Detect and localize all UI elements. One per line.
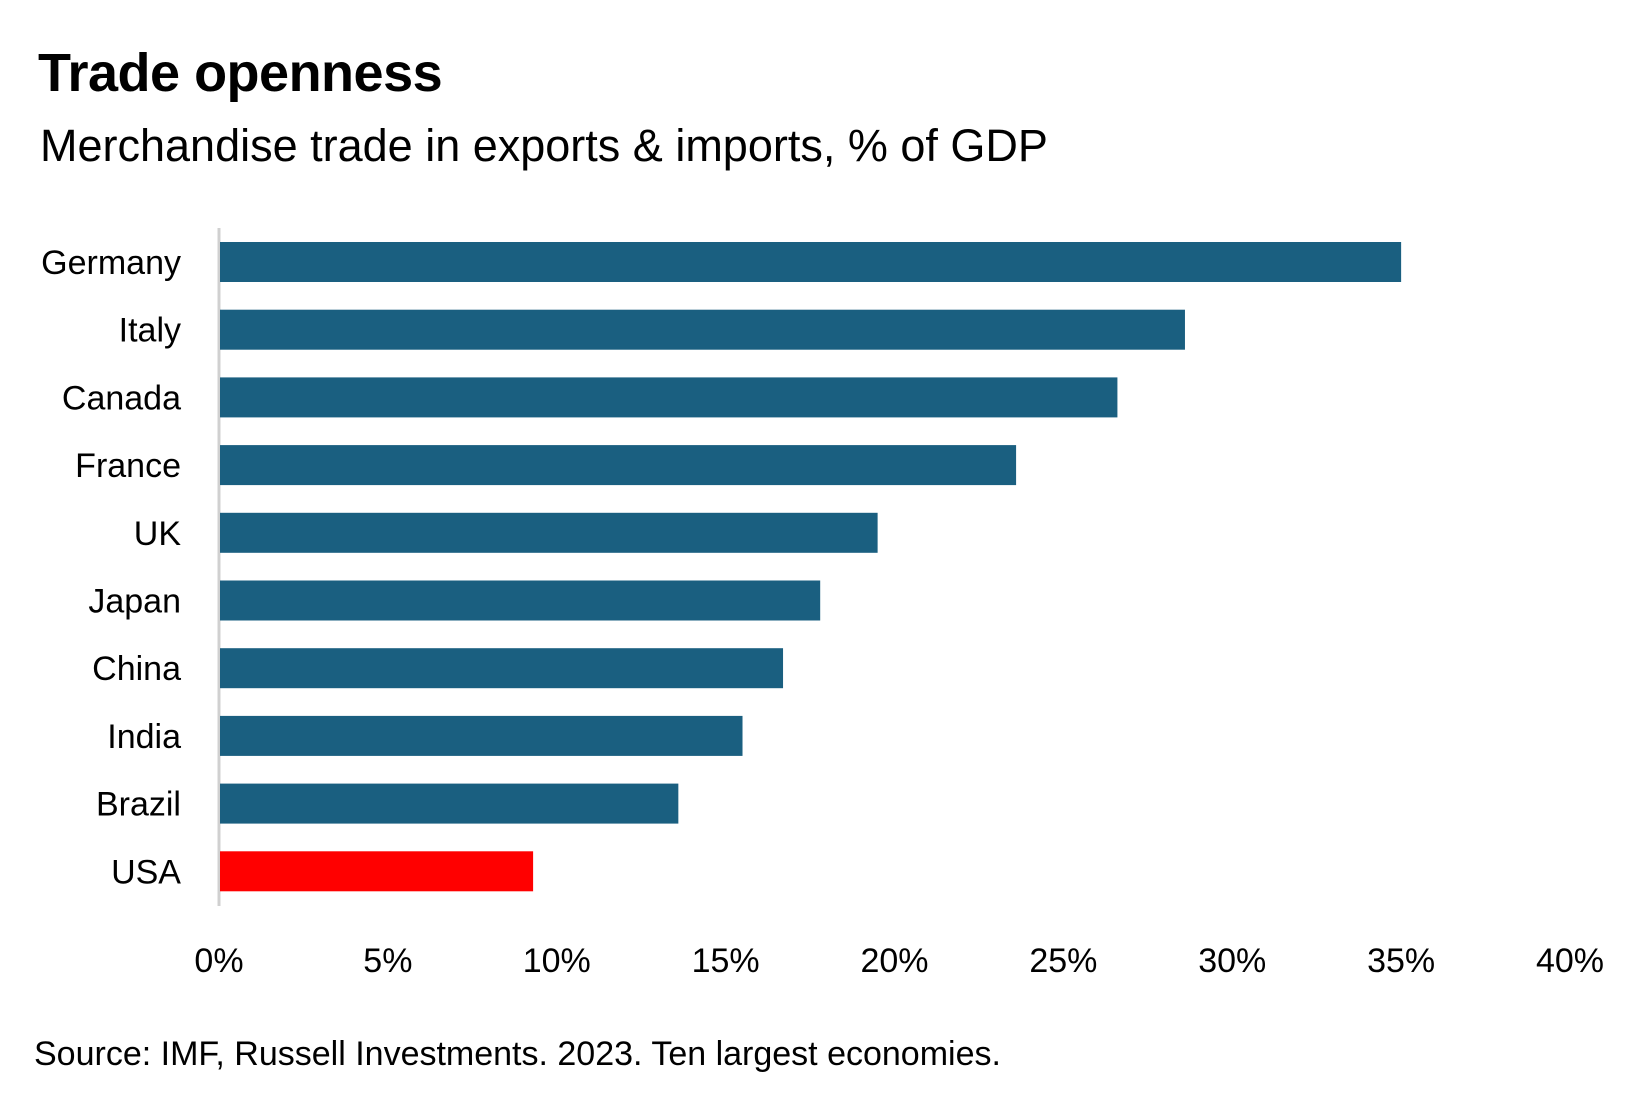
x-tick-label: 40% [1536, 942, 1604, 980]
category-label: UK [134, 515, 182, 553]
x-tick-label: 15% [692, 942, 760, 980]
x-tick-label: 25% [1029, 942, 1097, 980]
category-label: France [75, 447, 181, 485]
x-tick-label: 30% [1198, 942, 1266, 980]
x-tick-label: 35% [1367, 942, 1435, 980]
category-label: Brazil [96, 786, 181, 824]
bar-india [220, 715, 743, 756]
x-tick-label: 0% [194, 942, 243, 980]
category-label: Italy [119, 312, 181, 350]
x-tick-label: 10% [523, 942, 591, 980]
x-tick-label: 20% [860, 942, 928, 980]
category-label: China [92, 650, 181, 688]
bar-japan [220, 580, 821, 621]
bar-usa [220, 851, 534, 892]
bar-germany [220, 242, 1402, 282]
bar-italy [220, 309, 1185, 350]
bar-brazil [220, 783, 679, 824]
bar-canada [220, 377, 1118, 418]
source-note: Source: IMF, Russell Investments. 2023. … [34, 1035, 1001, 1073]
bar-france [220, 445, 1017, 486]
category-label: USA [111, 853, 181, 891]
category-label: Germany [41, 244, 181, 282]
bar-china [220, 648, 784, 689]
category-label: India [107, 718, 181, 756]
bar-uk [220, 512, 878, 553]
category-label: Canada [62, 379, 181, 417]
chart-subtitle: Merchandise trade in exports & imports, … [40, 120, 1048, 171]
chart-title: Trade openness [38, 43, 443, 103]
x-tick-label: 5% [363, 942, 412, 980]
category-label: Japan [88, 583, 181, 621]
